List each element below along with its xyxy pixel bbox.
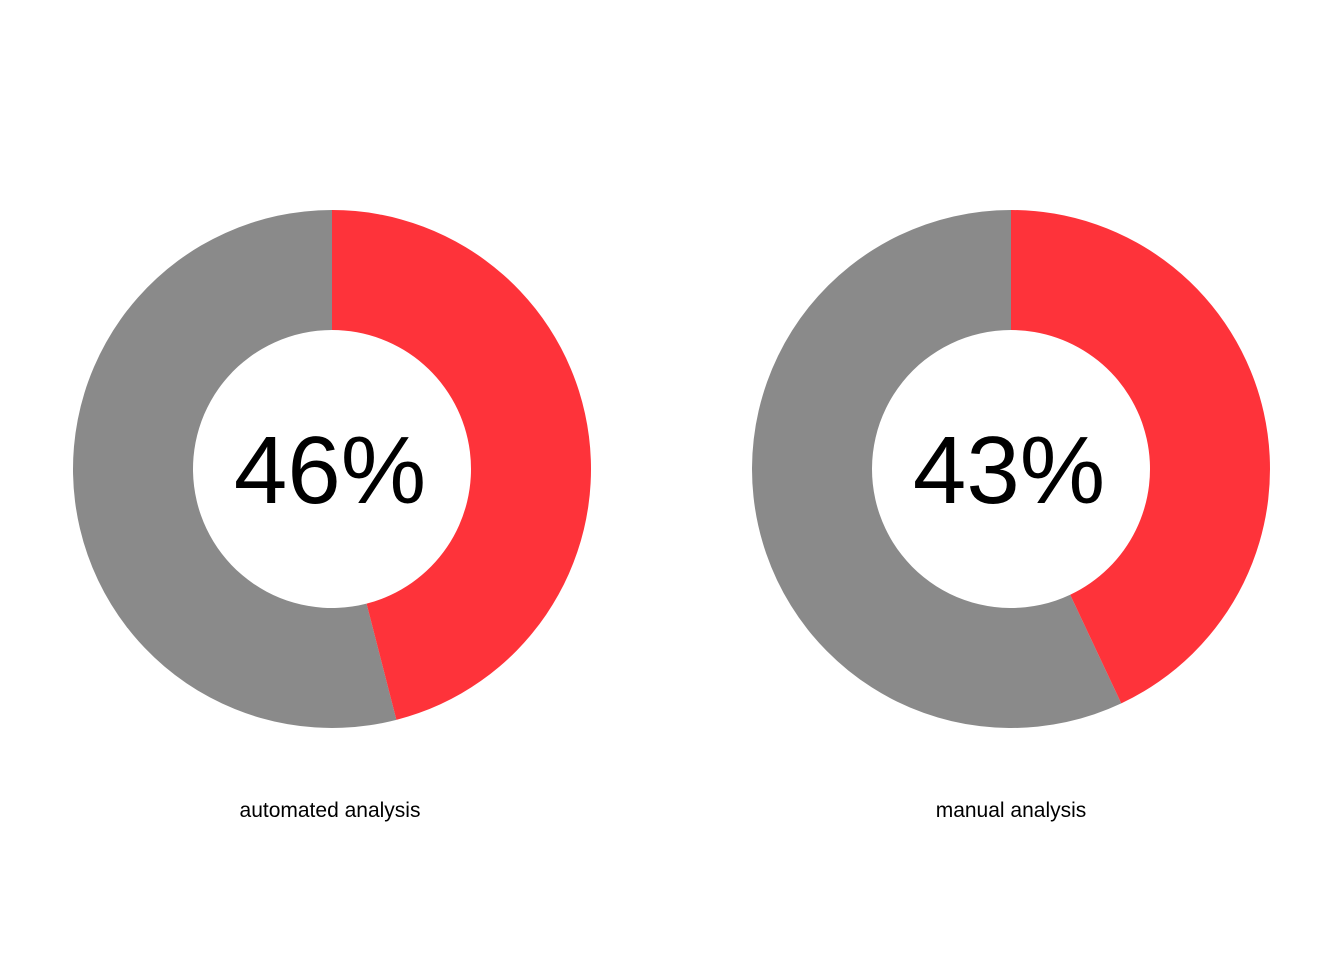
center-percent-label: 43% <box>913 417 1105 524</box>
donut-chart-automated: 46% automated analysis <box>72 210 591 822</box>
center-percent-label: 46% <box>234 417 426 524</box>
category-label: automated analysis <box>239 799 421 822</box>
donut-svg: 46% <box>72 210 591 728</box>
donut-svg: 43% <box>752 210 1270 728</box>
donut-slice-value <box>332 210 591 720</box>
category-label: manual analysis <box>935 799 1087 822</box>
donut-slice-remainder <box>752 210 1122 728</box>
donut-slice-remainder <box>72 210 397 728</box>
donut-slice-value <box>1011 210 1270 704</box>
donut-chart-manual: 43% manual analysis <box>672 0 1344 960</box>
